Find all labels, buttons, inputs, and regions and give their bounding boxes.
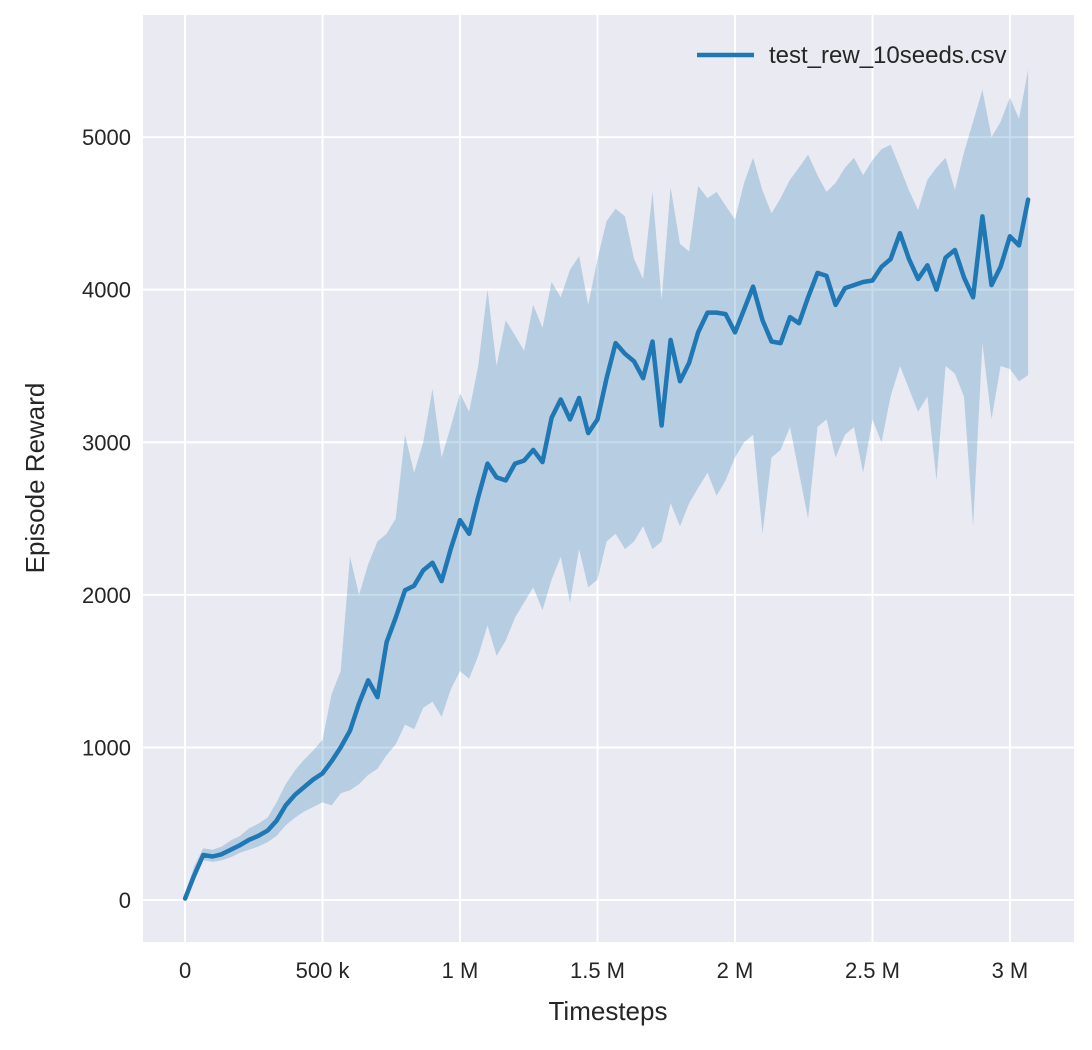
y-tick-label: 2000	[82, 583, 131, 608]
x-tick-label: 2 M	[717, 958, 754, 983]
x-tick-labels: 0 500 k 1 M 1.5 M 2 M 2.5 M 3 M	[179, 958, 1028, 983]
gridlines	[143, 15, 1074, 942]
y-tick-labels: 0 1000 2000 3000 4000 5000	[82, 125, 131, 913]
x-tick-label: 3 M	[992, 958, 1029, 983]
y-tick-label: 3000	[82, 430, 131, 455]
y-tick-label: 4000	[82, 278, 131, 303]
y-tick-label: 1000	[82, 735, 131, 760]
y-tick-label: 5000	[82, 125, 131, 150]
x-axis-label: Timesteps	[549, 996, 668, 1026]
data-layer	[182, 69, 1031, 901]
y-tick-label: 0	[119, 888, 131, 913]
x-tick-label: 0	[179, 958, 191, 983]
legend: test_rew_10seeds.csv	[697, 42, 1006, 69]
x-tick-label: 2.5 M	[845, 958, 900, 983]
plot-area	[143, 15, 1074, 942]
x-tick-label: 1.5 M	[570, 958, 625, 983]
mean-line	[182, 197, 1031, 901]
y-axis-label: Episode Reward	[20, 383, 50, 574]
x-tick-label: 500 k	[296, 958, 351, 983]
x-tick-label: 1 M	[442, 958, 479, 983]
legend-label: test_rew_10seeds.csv	[769, 42, 1006, 69]
